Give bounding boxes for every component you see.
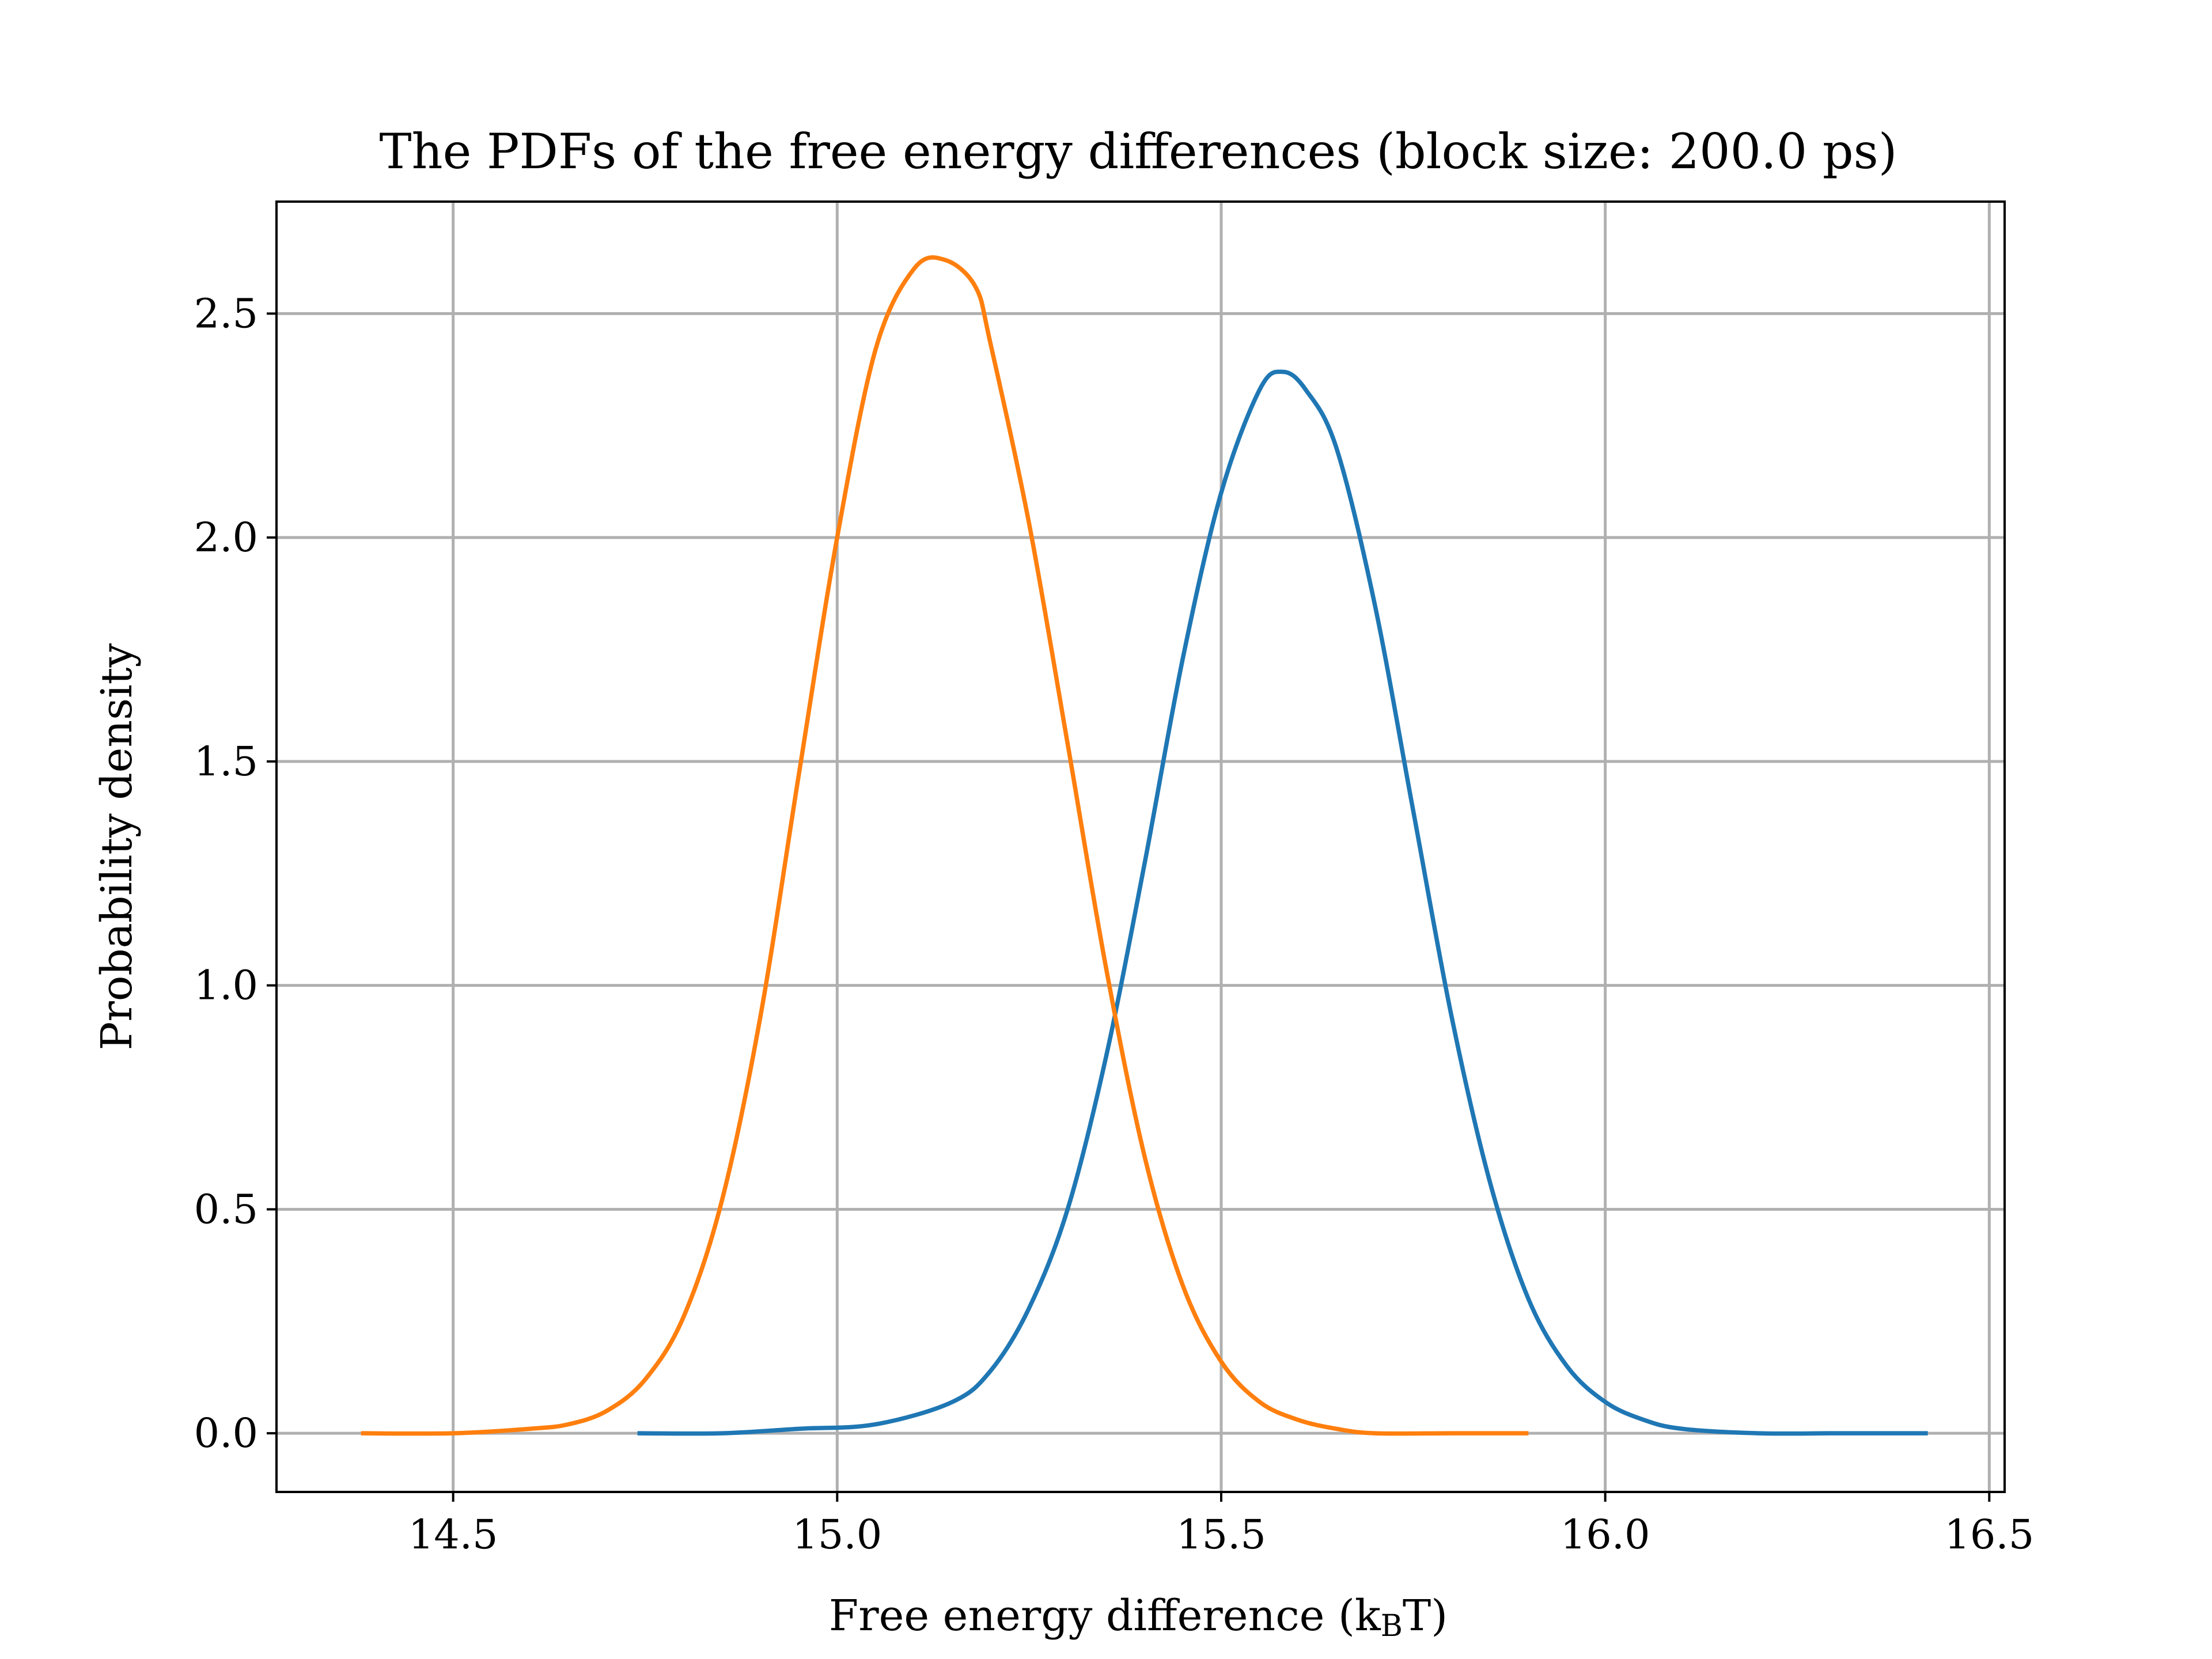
y-tick-label: 2.5 bbox=[194, 290, 258, 337]
series-layer bbox=[361, 255, 1928, 1436]
y-axis-label: Probability density bbox=[92, 643, 142, 1050]
y-tick-label: 2.0 bbox=[194, 514, 258, 561]
y-tick-label: 0.0 bbox=[194, 1410, 258, 1457]
axis-ticks: 14.5 15.0 15.5 16.0 16.5 0.0 0.5 1.0 1.5 2.0 2.5 bbox=[194, 290, 2035, 1558]
x-axis-label-main: Free energy difference (k bbox=[829, 1591, 1381, 1641]
x-tick-label: 16.0 bbox=[1560, 1511, 1650, 1558]
x-axis-label-subscript: B bbox=[1381, 1609, 1403, 1643]
chart-title: The PDFs of the free energy differences … bbox=[379, 123, 1897, 180]
y-tick-label: 0.5 bbox=[194, 1185, 258, 1233]
x-tick-label: 16.5 bbox=[1944, 1511, 2034, 1558]
grid bbox=[276, 202, 2005, 1492]
x-tick-label: 14.5 bbox=[408, 1511, 498, 1558]
plot-frame bbox=[275, 200, 2006, 1493]
series-line-orange bbox=[361, 255, 1529, 1436]
x-tick-label: 15.0 bbox=[792, 1511, 882, 1558]
series-line-blue bbox=[637, 369, 1928, 1436]
x-tick-label: 15.5 bbox=[1176, 1511, 1266, 1558]
x-axis-label-end: T) bbox=[1403, 1591, 1448, 1641]
y-tick-label: 1.0 bbox=[194, 962, 258, 1009]
y-tick-label: 1.5 bbox=[194, 738, 258, 785]
x-axis-label: Free energy difference (kBT) bbox=[829, 1591, 1448, 1643]
